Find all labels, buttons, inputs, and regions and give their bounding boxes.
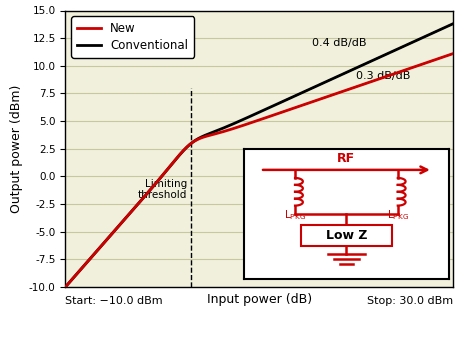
X-axis label: Input power (dB): Input power (dB) xyxy=(206,293,312,306)
New xyxy=(450,51,456,56)
Conventional xyxy=(82,262,88,267)
Y-axis label: Output power (dBm): Output power (dBm) xyxy=(10,85,23,213)
New xyxy=(82,262,88,267)
New xyxy=(241,123,247,127)
Conventional xyxy=(450,22,456,26)
Conventional xyxy=(439,27,445,31)
New xyxy=(439,55,445,60)
New xyxy=(368,80,374,84)
Text: Stop: 30.0 dBm: Stop: 30.0 dBm xyxy=(367,296,453,306)
Conventional xyxy=(439,27,445,31)
New xyxy=(63,285,68,289)
Legend: New, Conventional: New, Conventional xyxy=(71,16,194,58)
Text: Limiting
threshold: Limiting threshold xyxy=(138,179,187,201)
New xyxy=(251,120,257,124)
Text: 0.4 dB/dB: 0.4 dB/dB xyxy=(312,38,367,48)
Conventional xyxy=(251,113,257,117)
Conventional xyxy=(241,117,247,121)
New xyxy=(439,55,445,60)
Text: Start: −10.0 dBm: Start: −10.0 dBm xyxy=(65,296,163,306)
Conventional xyxy=(63,285,68,289)
Line: New: New xyxy=(65,54,453,287)
Line: Conventional: Conventional xyxy=(65,24,453,287)
Text: 0.3 dB/dB: 0.3 dB/dB xyxy=(356,71,410,81)
Conventional xyxy=(368,59,374,63)
